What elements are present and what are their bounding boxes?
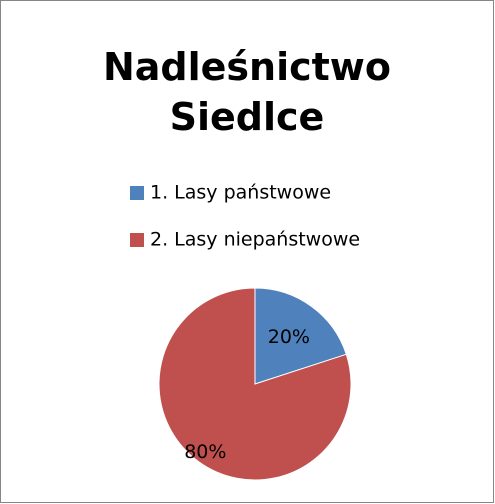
- legend-label: 1. Lasy państwowe: [150, 182, 331, 204]
- data-label: 80%: [184, 441, 226, 463]
- data-label: 20%: [268, 326, 310, 348]
- legend-label: 2. Lasy niepaństwowe: [150, 229, 360, 251]
- pie-slice: [158, 287, 352, 481]
- pie-slice: [254, 287, 347, 385]
- chart-title: Nadleśnictwo Siedlce: [102, 45, 392, 139]
- legend-swatch: [130, 233, 144, 247]
- legend-swatch: [130, 186, 144, 200]
